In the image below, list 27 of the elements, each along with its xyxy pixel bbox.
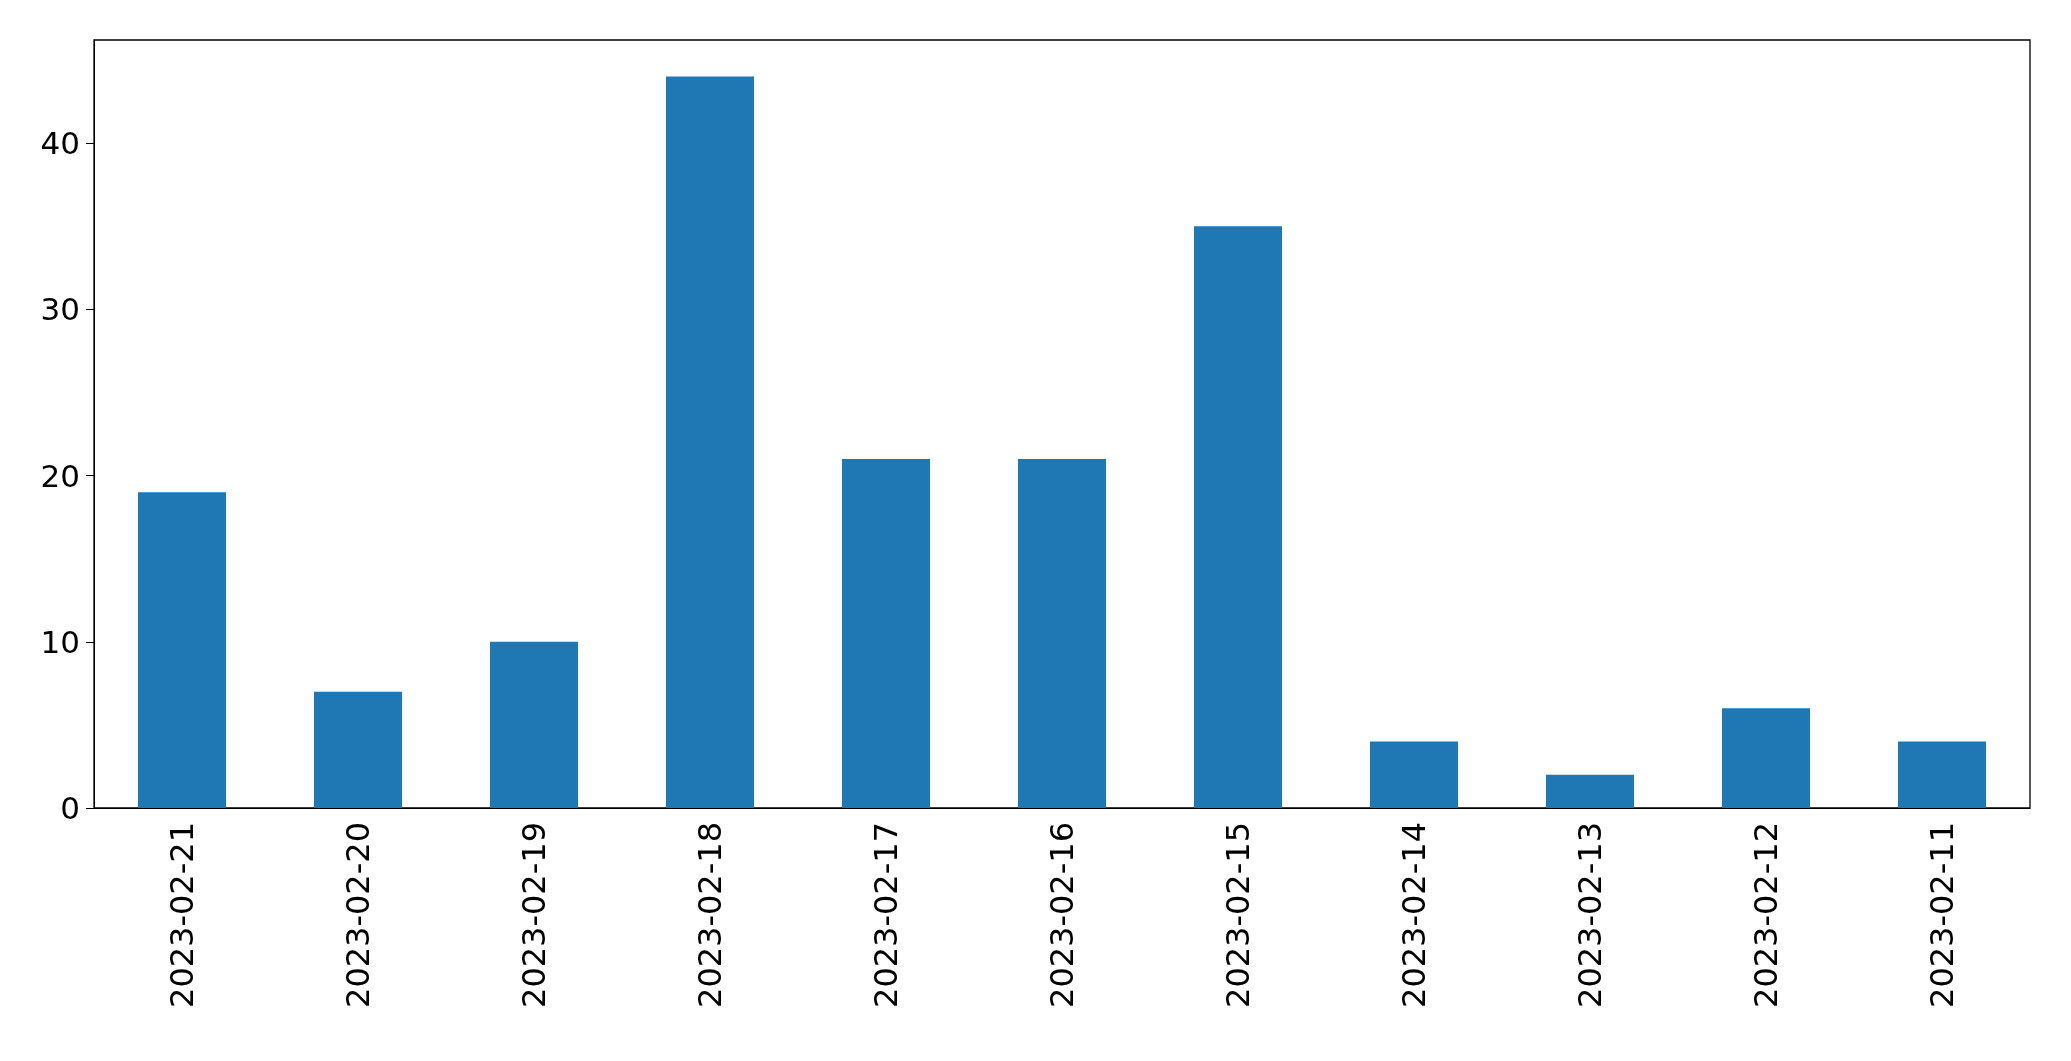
y-tick-label: 30 — [40, 291, 80, 328]
x-tick-label: 2023-02-12 — [1747, 822, 1785, 1008]
x-tick-label: 2023-02-14 — [1395, 822, 1433, 1008]
bar — [1194, 226, 1282, 808]
x-tick-label: 2023-02-20 — [339, 822, 377, 1008]
bar — [1546, 774, 1634, 808]
y-tick-label: 40 — [40, 125, 80, 162]
bar — [1018, 458, 1106, 808]
x-tick-label: 2023-02-11 — [1923, 822, 1961, 1008]
x-tick-label: 2023-02-16 — [1043, 822, 1081, 1008]
bar — [1898, 741, 1986, 808]
x-tick-label: 2023-02-13 — [1571, 822, 1609, 1008]
bar — [666, 76, 754, 808]
x-tick-label: 2023-02-19 — [515, 822, 553, 1008]
bar — [1722, 708, 1810, 808]
bar — [842, 458, 930, 808]
bar — [138, 492, 226, 808]
bar — [314, 691, 402, 808]
y-tick-label: 0 — [60, 790, 80, 826]
x-tick-label: 2023-02-18 — [691, 822, 729, 1008]
bar — [1370, 741, 1458, 808]
y-tick-label: 20 — [40, 457, 80, 494]
x-tick-label: 2023-02-17 — [867, 822, 905, 1008]
x-tick-label: 2023-02-21 — [163, 822, 201, 1008]
x-tick-label: 2023-02-15 — [1219, 822, 1257, 1008]
y-tick-label: 10 — [40, 623, 80, 660]
bar — [490, 641, 578, 808]
